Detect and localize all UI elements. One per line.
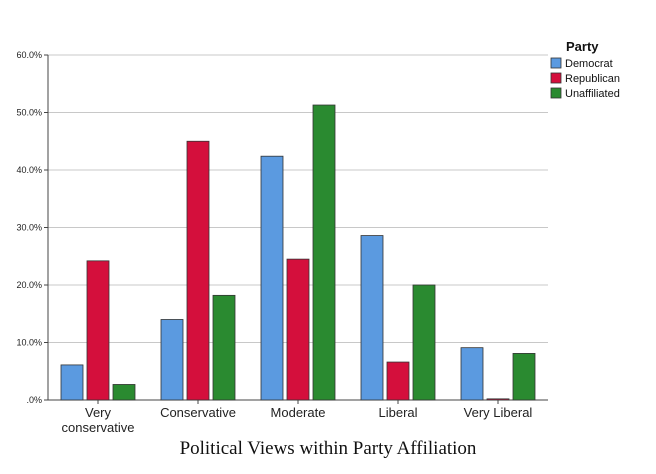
legend-swatch-democrat (550, 57, 562, 69)
legend-title: Party (566, 39, 599, 54)
bar-republican (286, 258, 310, 401)
y-tick-label: 30.0% (16, 223, 42, 233)
bar-republican (186, 140, 210, 401)
y-tick-label: 20.0% (16, 280, 42, 290)
y-tick-label: 40.0% (16, 165, 42, 175)
x-tick-label: Moderate (271, 405, 326, 420)
legend-swatch-republican (550, 72, 562, 84)
bar-unaffiliated (112, 384, 136, 401)
legend-label-unaffiliated: Unaffiliated (565, 88, 620, 100)
bar-democrat (160, 319, 184, 401)
x-tick-label: Very Liberal (464, 405, 533, 420)
y-tick-label: 10.0% (16, 338, 42, 348)
y-tick-label: 50.0% (16, 108, 42, 118)
y-tick-label: 60.0% (16, 50, 42, 60)
chart-caption: Political Views within Party Affiliation (179, 438, 477, 459)
bar-democrat (60, 364, 84, 401)
bar-republican (386, 361, 410, 401)
bar-republican (86, 260, 110, 401)
bar-republican (486, 398, 510, 401)
x-tick-label: Liberal (378, 405, 417, 420)
bar-democrat (460, 347, 484, 401)
x-tick-label: conservative (62, 420, 135, 435)
legend-label-democrat: Democrat (565, 58, 613, 70)
bar-democrat (260, 155, 284, 401)
bar-unaffiliated (212, 294, 236, 401)
bar-unaffiliated (512, 353, 536, 401)
x-tick-label: Very (85, 405, 112, 420)
bar-unaffiliated (312, 104, 336, 401)
legend-label-republican: Republican (565, 73, 620, 85)
bar-unaffiliated (412, 284, 436, 401)
y-tick-label: .0% (26, 395, 42, 405)
legend-swatch-unaffiliated (550, 87, 562, 99)
x-tick-label: Conservative (160, 405, 236, 420)
bar-democrat (360, 235, 384, 401)
